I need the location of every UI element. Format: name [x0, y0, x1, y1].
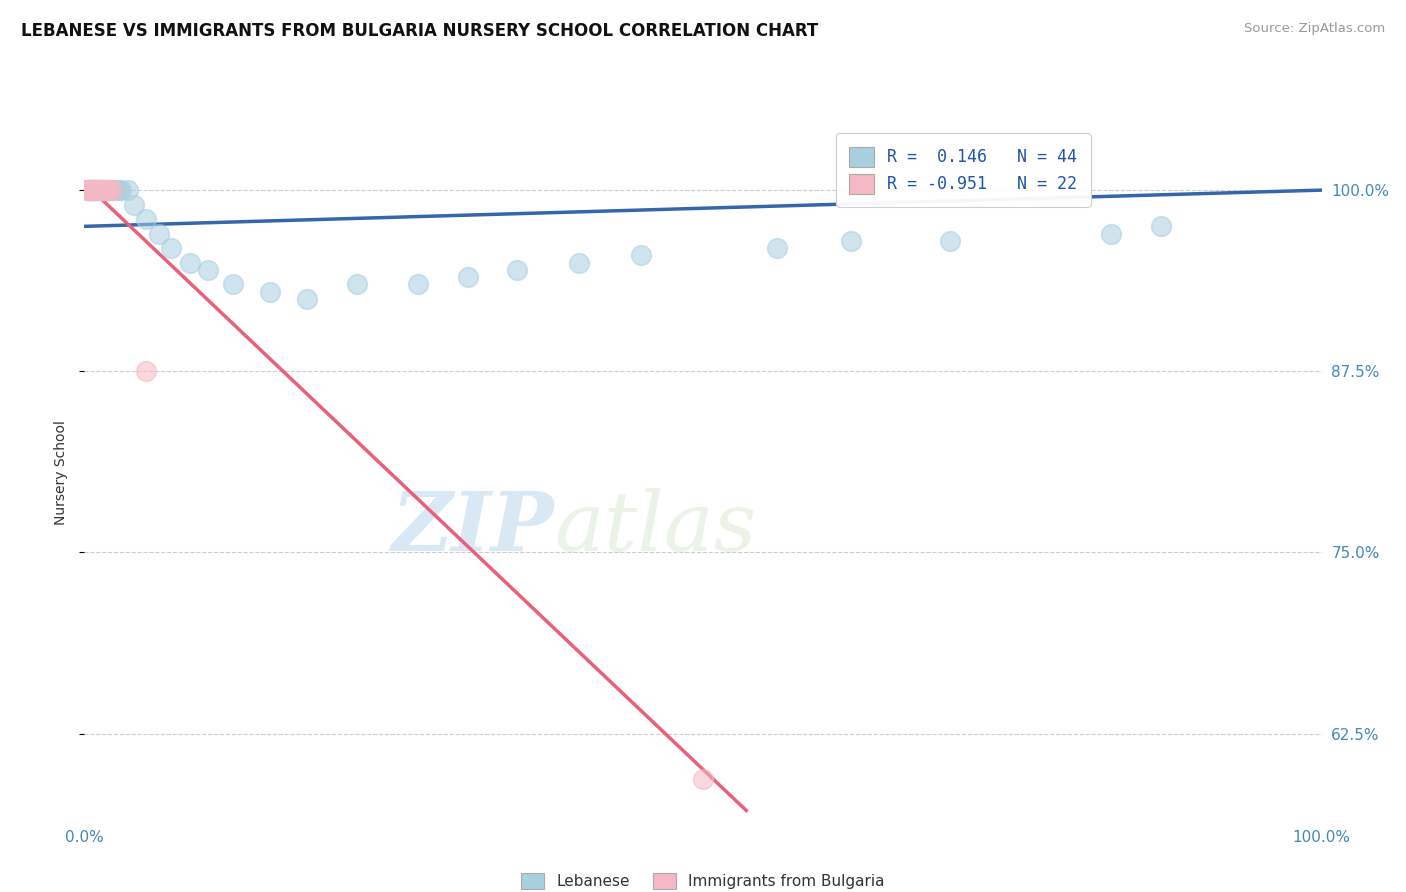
Point — [89, 183, 111, 197]
Point — [108, 183, 131, 197]
Point — [96, 183, 118, 197]
Point — [295, 292, 318, 306]
Point — [93, 183, 115, 197]
Point — [96, 183, 118, 197]
Point — [84, 183, 107, 197]
Point — [630, 248, 652, 262]
Point — [346, 277, 368, 292]
Point — [259, 285, 281, 299]
Legend: Lebanese, Immigrants from Bulgaria: Lebanese, Immigrants from Bulgaria — [513, 865, 893, 892]
Text: ZIP: ZIP — [392, 489, 554, 568]
Point — [79, 183, 101, 197]
Point — [89, 183, 111, 197]
Point — [93, 183, 115, 197]
Point — [939, 234, 962, 248]
Point — [98, 183, 121, 197]
Point — [117, 183, 139, 197]
Point — [568, 255, 591, 269]
Point — [766, 241, 789, 255]
Point — [86, 183, 108, 197]
Text: Source: ZipAtlas.com: Source: ZipAtlas.com — [1244, 22, 1385, 36]
Point — [91, 183, 114, 197]
Point — [179, 255, 201, 269]
Point — [135, 364, 157, 378]
Point — [97, 183, 120, 197]
Point — [80, 183, 103, 197]
Point — [457, 270, 479, 285]
Point — [79, 183, 101, 197]
Point — [506, 263, 529, 277]
Point — [90, 183, 112, 197]
Point — [91, 183, 114, 197]
Text: LEBANESE VS IMMIGRANTS FROM BULGARIA NURSERY SCHOOL CORRELATION CHART: LEBANESE VS IMMIGRANTS FROM BULGARIA NUR… — [21, 22, 818, 40]
Point — [82, 183, 104, 197]
Point — [80, 183, 103, 197]
Point — [197, 263, 219, 277]
Point — [97, 183, 120, 197]
Point — [122, 197, 145, 211]
Point — [1099, 227, 1122, 241]
Point — [160, 241, 183, 255]
Point — [100, 183, 122, 197]
Point — [76, 183, 98, 197]
Point — [83, 183, 105, 197]
Point — [94, 183, 117, 197]
Point — [82, 183, 104, 197]
Point — [77, 183, 100, 197]
Point — [84, 183, 107, 197]
Point — [222, 277, 245, 292]
Point — [100, 183, 122, 197]
Y-axis label: Nursery School: Nursery School — [53, 420, 67, 525]
Point — [89, 183, 111, 197]
Point — [94, 183, 117, 197]
Point — [77, 183, 100, 197]
Point — [86, 183, 108, 197]
Point — [841, 234, 863, 248]
Point — [76, 183, 98, 197]
Point — [79, 183, 101, 197]
Point — [79, 183, 101, 197]
Point — [135, 212, 157, 227]
Point — [104, 183, 127, 197]
Point — [87, 183, 110, 197]
Point — [83, 183, 105, 197]
Point — [87, 183, 110, 197]
Point — [90, 183, 112, 197]
Point — [98, 183, 121, 197]
Point — [692, 772, 714, 786]
Text: atlas: atlas — [554, 489, 756, 568]
Point — [110, 183, 132, 197]
Point — [1150, 219, 1173, 234]
Point — [148, 227, 170, 241]
Point — [408, 277, 430, 292]
Point — [89, 183, 111, 197]
